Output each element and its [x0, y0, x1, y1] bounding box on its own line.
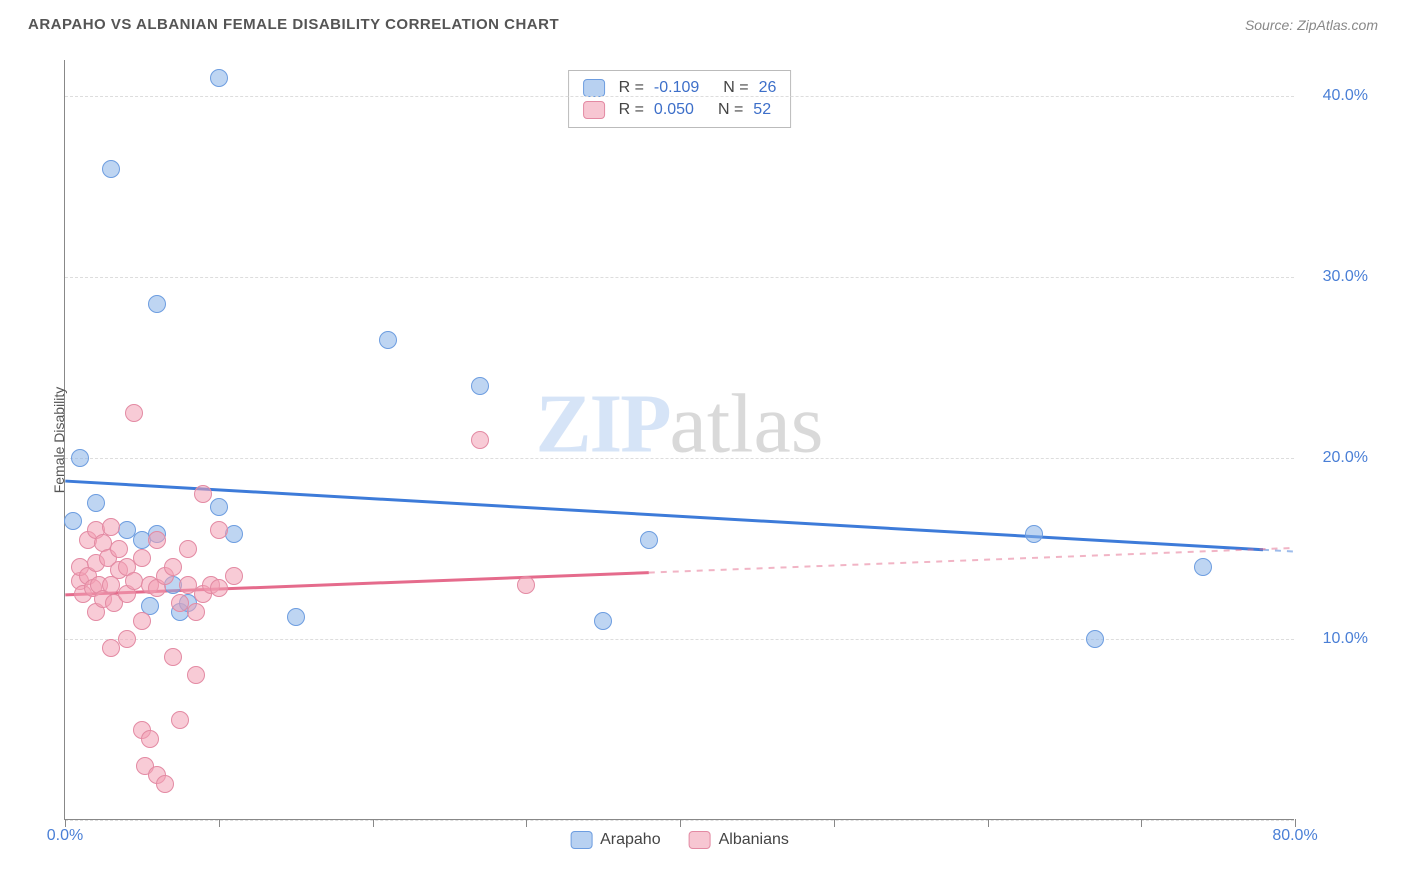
watermark-part2: atlas: [670, 378, 824, 471]
x-tick: [680, 819, 681, 827]
scatter-point-arapaho: [379, 331, 397, 349]
n-value-arapaho: 26: [759, 79, 777, 97]
legend-stats: R = -0.109 N = 26 R = 0.050 N = 52: [568, 70, 792, 128]
scatter-point-arapaho: [148, 295, 166, 313]
scatter-point-albanians: [225, 567, 243, 585]
n-value-albanians: 52: [753, 101, 771, 119]
scatter-point-albanians: [141, 730, 159, 748]
n-label: N =: [718, 101, 743, 119]
swatch-albanians: [583, 101, 605, 119]
scatter-point-arapaho: [225, 525, 243, 543]
scatter-point-arapaho: [210, 498, 228, 516]
gridline-h: [65, 458, 1294, 459]
chart-container: Female Disability ZIPatlas R = -0.109 N …: [28, 48, 1378, 868]
legend-item-albanians: Albanians: [689, 831, 789, 849]
scatter-point-albanians: [133, 549, 151, 567]
scatter-point-arapaho: [1194, 558, 1212, 576]
scatter-point-albanians: [210, 579, 228, 597]
x-tick: [1141, 819, 1142, 827]
scatter-point-albanians: [164, 558, 182, 576]
x-tick: [219, 819, 220, 827]
scatter-point-albanians: [102, 518, 120, 536]
scatter-point-arapaho: [71, 449, 89, 467]
x-tick: [65, 819, 66, 827]
scatter-point-albanians: [125, 404, 143, 422]
scatter-point-arapaho: [210, 69, 228, 87]
scatter-point-albanians: [133, 612, 151, 630]
scatter-point-arapaho: [1086, 630, 1104, 648]
source-prefix: Source:: [1245, 17, 1297, 33]
y-tick-label: 30.0%: [1323, 268, 1368, 286]
scatter-point-arapaho: [87, 494, 105, 512]
legend-label: Arapaho: [600, 831, 661, 849]
r-label: R =: [619, 101, 644, 119]
n-label: N =: [723, 79, 748, 97]
scatter-point-albanians: [187, 666, 205, 684]
scatter-point-albanians: [148, 531, 166, 549]
scatter-point-albanians: [118, 630, 136, 648]
y-axis-label: Female Disability: [51, 386, 67, 493]
scatter-point-albanians: [210, 521, 228, 539]
x-tick-label: 0.0%: [47, 827, 83, 845]
scatter-point-albanians: [187, 603, 205, 621]
x-tick-label: 80.0%: [1272, 827, 1317, 845]
x-tick: [834, 819, 835, 827]
chart-header: ARAPAHO VS ALBANIAN FEMALE DISABILITY CO…: [0, 0, 1406, 41]
swatch-arapaho: [570, 831, 592, 849]
x-tick: [1295, 819, 1296, 827]
trendline-dashed-arapaho: [1263, 550, 1294, 552]
scatter-point-arapaho: [594, 612, 612, 630]
scatter-point-arapaho: [1025, 525, 1043, 543]
gridline-h: [65, 639, 1294, 640]
r-label: R =: [619, 79, 644, 97]
y-tick-label: 20.0%: [1323, 449, 1368, 467]
legend-stats-row-albanians: R = 0.050 N = 52: [583, 99, 777, 121]
legend-label: Albanians: [719, 831, 789, 849]
r-value-albanians: 0.050: [654, 101, 694, 119]
scatter-point-albanians: [471, 431, 489, 449]
scatter-point-albanians: [164, 648, 182, 666]
scatter-point-arapaho: [102, 160, 120, 178]
scatter-point-arapaho: [471, 377, 489, 395]
scatter-point-albanians: [156, 775, 174, 793]
plot-area: Female Disability ZIPatlas R = -0.109 N …: [64, 60, 1294, 820]
scatter-point-albanians: [194, 485, 212, 503]
x-tick: [526, 819, 527, 827]
scatter-point-albanians: [171, 711, 189, 729]
trend-lines: [65, 60, 1294, 819]
scatter-point-arapaho: [287, 608, 305, 626]
watermark-part1: ZIP: [536, 378, 670, 471]
y-tick-label: 40.0%: [1323, 87, 1368, 105]
legend-item-arapaho: Arapaho: [570, 831, 661, 849]
gridline-h: [65, 96, 1294, 97]
swatch-albanians: [689, 831, 711, 849]
trendline-arapaho: [65, 481, 1263, 550]
scatter-point-albanians: [110, 540, 128, 558]
x-tick: [988, 819, 989, 827]
chart-title: ARAPAHO VS ALBANIAN FEMALE DISABILITY CO…: [28, 16, 559, 33]
source-attribution: Source: ZipAtlas.com: [1245, 17, 1378, 33]
x-tick: [373, 819, 374, 827]
r-value-arapaho: -0.109: [654, 79, 699, 97]
swatch-arapaho: [583, 79, 605, 97]
gridline-h: [65, 277, 1294, 278]
source-name: ZipAtlas.com: [1297, 17, 1378, 33]
scatter-point-albanians: [179, 540, 197, 558]
scatter-point-albanians: [517, 576, 535, 594]
scatter-point-arapaho: [640, 531, 658, 549]
y-tick-label: 10.0%: [1323, 630, 1368, 648]
scatter-point-arapaho: [64, 512, 82, 530]
legend-series: Arapaho Albanians: [570, 831, 789, 849]
